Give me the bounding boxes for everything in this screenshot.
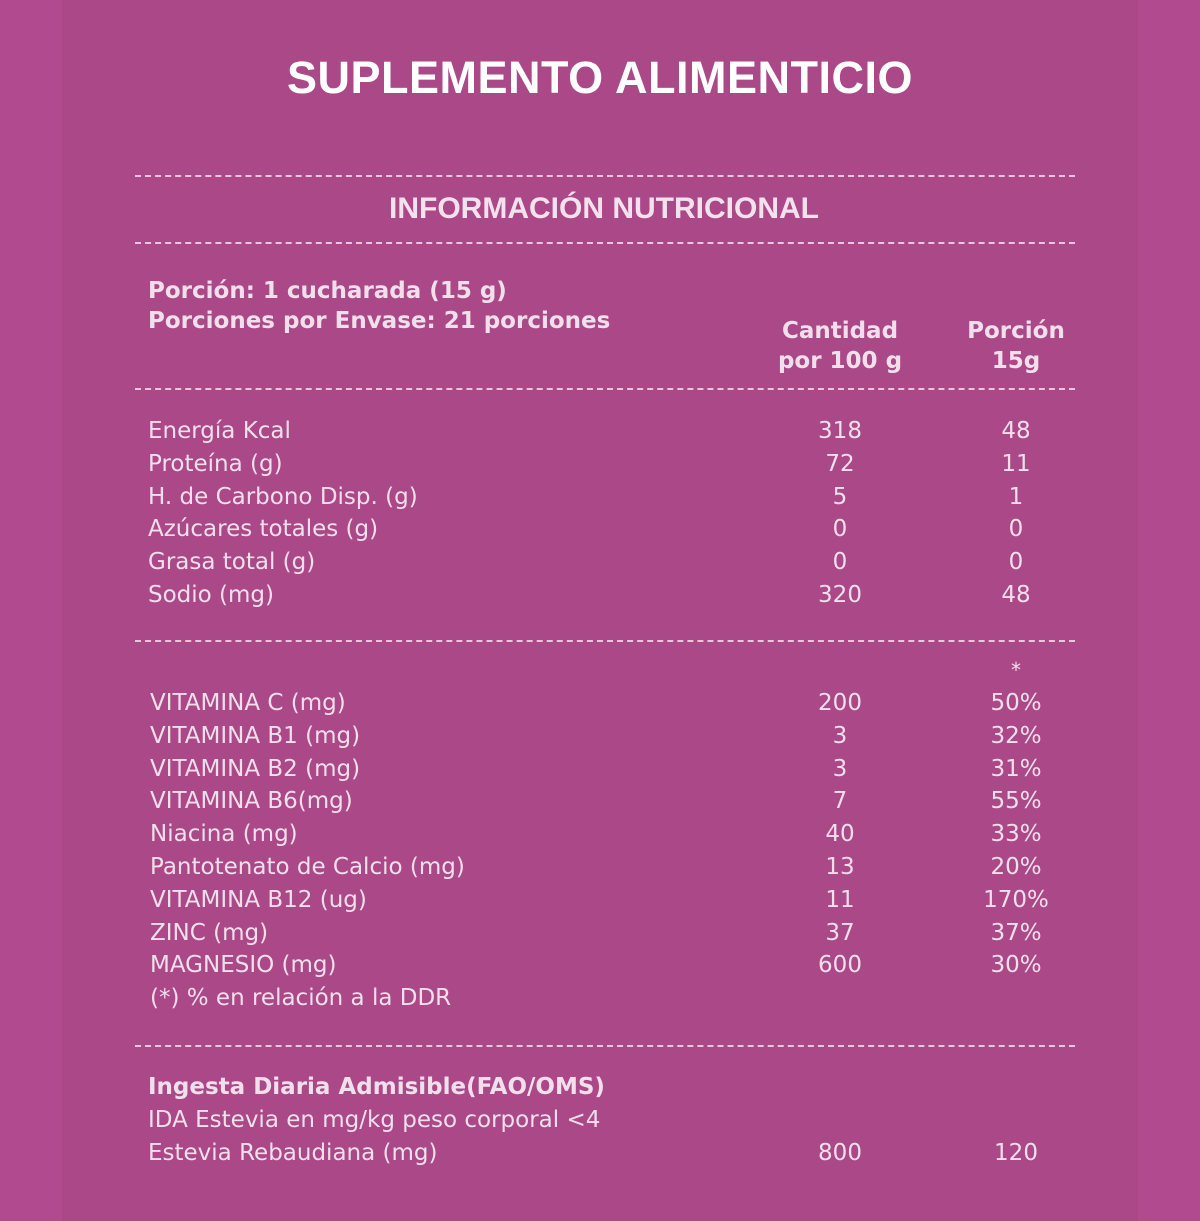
page-title: SUPLEMENTO ALIMENTICIO: [286, 52, 913, 103]
vitamins-row-label: VITAMINA B12 (ug): [150, 886, 367, 913]
divider: [135, 175, 1075, 177]
nutrients-row-per100: 72: [825, 450, 855, 477]
vitamins-row-portion: 37%: [990, 919, 1042, 946]
column-header-portion: Porción 15g: [951, 316, 1081, 376]
nutrients-row-label: H. de Carbono Disp. (g): [148, 483, 418, 510]
vitamins-row-per100: 7: [832, 788, 848, 815]
vitamins-row-portion: 31%: [990, 755, 1042, 782]
vitamins-row-label: MAGNESIO (mg): [150, 952, 337, 979]
nutrients-row-portion: 48: [1001, 418, 1031, 444]
vitamins-row-portion: 50%: [990, 690, 1042, 716]
servings-per-container: Porciones por Envase: 21 porciones: [148, 308, 611, 334]
nutrients-row-portion: 1: [1008, 483, 1024, 510]
nutrients-row-label: Energía Kcal: [148, 418, 291, 444]
label-panel: [62, 0, 1138, 1221]
vitamins-row-per100: 13: [825, 854, 855, 880]
vitamins-row-portion: 30%: [990, 952, 1042, 979]
vitamins-row-portion: 20%: [990, 854, 1042, 880]
footnote: (*) % en relación a la DDR: [150, 985, 452, 1011]
vitamins-row-per100: 3: [832, 755, 848, 782]
ida-row-portion: 120: [994, 1140, 1038, 1166]
vitamins-row-label: Niacina (mg): [150, 821, 298, 848]
nutrients-row-portion: 0: [1008, 549, 1024, 576]
vitamins-row-label: VITAMINA B1 (mg): [150, 722, 361, 749]
column-header-portion-line2: 15g: [991, 348, 1041, 374]
vitamins-row-per100: 11: [825, 886, 855, 913]
ida-row-label: Estevia Rebaudiana (mg): [148, 1140, 438, 1166]
vitamins-row-per100: 40: [825, 821, 855, 848]
nutrients-row-per100: 5: [832, 483, 848, 510]
nutrients-row-per100: 320: [818, 582, 862, 608]
vitamins-row-portion: 55%: [990, 788, 1042, 815]
ida-heading: Ingesta Diaria Admisible(FAO/OMS): [148, 1074, 605, 1100]
divider: [135, 1045, 1075, 1047]
nutrients-row-per100: 0: [832, 549, 848, 576]
vitamins-row-per100: 37: [825, 919, 855, 946]
column-header-per100-line2: por 100 g: [777, 348, 903, 374]
vitamins-row-label: ZINC (mg): [150, 919, 269, 946]
nutrients-row-label: Sodio (mg): [148, 582, 274, 608]
vitamins-row-per100: 3: [832, 722, 848, 749]
ida-row-per100: 800: [818, 1140, 862, 1166]
serving-size: Porción: 1 cucharada (15 g): [148, 278, 507, 304]
divider: [135, 242, 1075, 244]
nutrients-row-portion: 11: [1001, 450, 1031, 477]
column-header-per100-line1: Cantidad: [781, 318, 899, 344]
nutrients-row-per100: 318: [818, 418, 862, 444]
vitamins-row-portion: 33%: [990, 821, 1042, 848]
column-header-portion-line1: Porción: [967, 318, 1065, 344]
vitamins-row-per100: 200: [818, 690, 862, 716]
ida-line: IDA Estevia en mg/kg peso corporal <4: [148, 1107, 601, 1133]
vitamins-row-label: VITAMINA B2 (mg): [150, 755, 361, 782]
section-title: INFORMACIÓN NUTRICIONAL: [389, 192, 819, 225]
nutrients-row-portion: 48: [1001, 582, 1031, 608]
divider: [135, 388, 1075, 390]
divider: [135, 640, 1075, 642]
ddr-marker: *: [1011, 658, 1021, 682]
nutrients-row-label: Azúcares totales (g): [148, 516, 379, 543]
nutrients-row-label: Grasa total (g): [148, 549, 316, 576]
nutrients-row-per100: 0: [832, 516, 848, 543]
nutrients-row-portion: 0: [1008, 516, 1024, 543]
vitamins-row-label: VITAMINA C (mg): [150, 690, 346, 716]
column-header-per100: Cantidad por 100 g: [770, 316, 910, 376]
vitamins-row-label: Pantotenato de Calcio (mg): [150, 854, 465, 880]
nutrients-row-label: Proteína (g): [148, 450, 283, 477]
vitamins-row-per100: 600: [818, 952, 862, 979]
vitamins-row-portion: 32%: [990, 722, 1042, 749]
vitamins-row-label: VITAMINA B6(mg): [150, 788, 353, 815]
vitamins-row-portion: 170%: [983, 886, 1049, 913]
